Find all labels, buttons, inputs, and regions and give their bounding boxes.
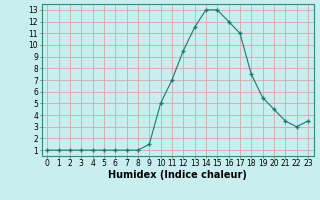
X-axis label: Humidex (Indice chaleur): Humidex (Indice chaleur) bbox=[108, 170, 247, 180]
